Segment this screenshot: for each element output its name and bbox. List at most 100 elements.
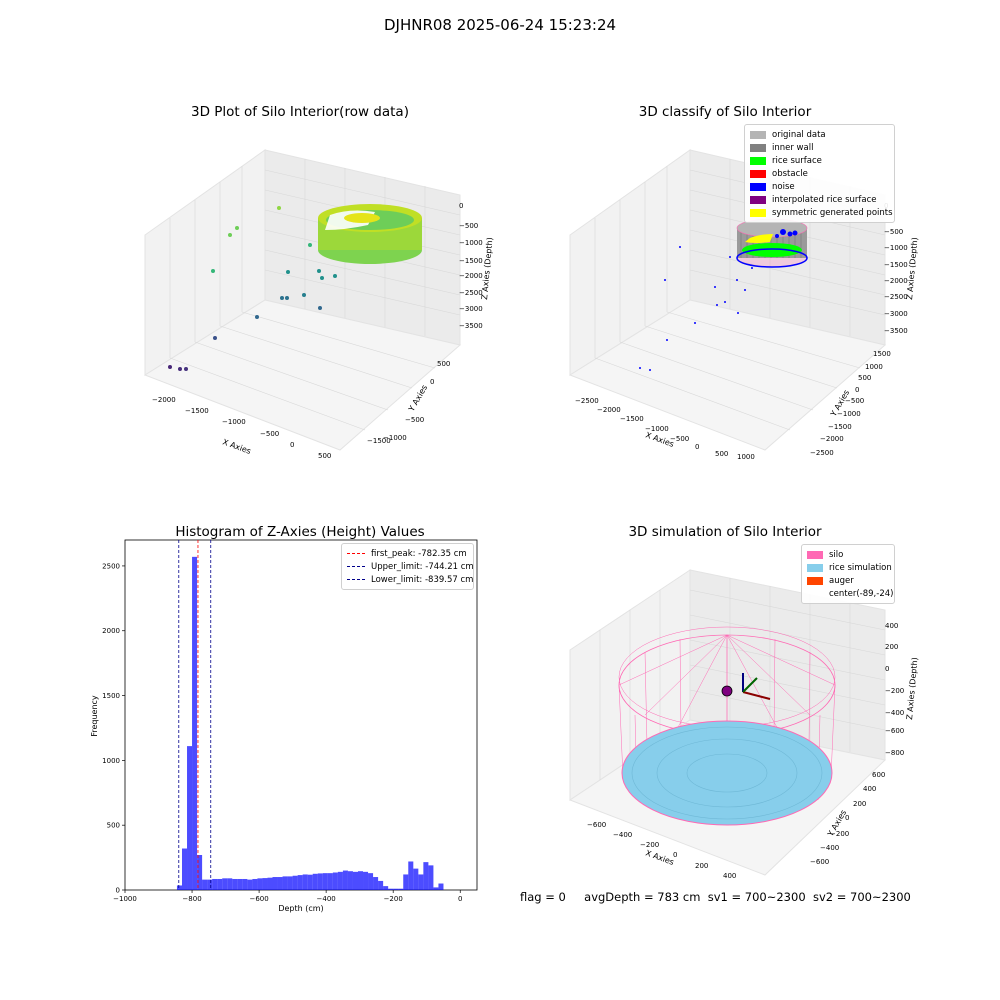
histogram-bar bbox=[347, 871, 353, 890]
status-sv2: sv2 = 700~2300 bbox=[812, 890, 911, 904]
histogram-bar bbox=[342, 870, 348, 890]
svg-text:−2500: −2500 bbox=[810, 449, 834, 457]
histogram-bar bbox=[222, 878, 228, 890]
histogram-legend: first_peak: -782.35 cm Upper_limit: -744… bbox=[341, 543, 474, 590]
histogram-bar bbox=[181, 848, 188, 890]
svg-text:500: 500 bbox=[318, 452, 331, 460]
histogram-bar bbox=[403, 874, 409, 890]
svg-text:−1000: −1000 bbox=[459, 239, 483, 247]
svg-text:−400: −400 bbox=[613, 831, 632, 839]
histogram-bar bbox=[282, 876, 288, 890]
histogram-bar bbox=[247, 879, 253, 890]
x-axis-label: Depth (cm) bbox=[278, 904, 323, 913]
histogram-bar bbox=[212, 878, 218, 890]
histogram-bar bbox=[378, 880, 384, 890]
simulation-3d-plot: −600 −400 −200 0 200 400 600 400 200 0 −200 −400… bbox=[568, 569, 919, 880]
histogram-bar bbox=[292, 875, 298, 890]
svg-text:200: 200 bbox=[885, 643, 898, 651]
svg-text:500: 500 bbox=[437, 360, 450, 368]
svg-text:−3000: −3000 bbox=[884, 310, 908, 318]
histogram-bar bbox=[187, 746, 193, 890]
x-tick-label: −800 bbox=[182, 895, 201, 903]
legend-entry-first-peak: first_peak: -782.35 cm bbox=[347, 547, 468, 560]
svg-text:−2000: −2000 bbox=[459, 272, 483, 280]
svg-text:0: 0 bbox=[885, 665, 889, 673]
histogram-bar bbox=[277, 877, 283, 890]
histogram-bar bbox=[232, 878, 238, 890]
svg-text:−1500: −1500 bbox=[620, 415, 644, 423]
classify-legend: original data inner wall rice surface ob… bbox=[744, 124, 895, 223]
histogram-chart: −1000 −800 −600 −400 −200 0 0 500 1000 1500 2000 2… bbox=[90, 539, 478, 913]
histogram-bar bbox=[176, 885, 182, 890]
svg-text:200: 200 bbox=[853, 800, 866, 808]
status-flag: flag = 0 bbox=[520, 890, 566, 904]
svg-text:500: 500 bbox=[715, 450, 728, 458]
y-tick-label: 0 bbox=[116, 887, 120, 895]
svg-text:−2000: −2000 bbox=[597, 406, 621, 414]
status-line: flag = 0 avgDepth = 783 cm sv1 = 700~230… bbox=[520, 890, 911, 904]
svg-text:−1000: −1000 bbox=[837, 410, 861, 418]
histogram-bar bbox=[207, 879, 213, 890]
histogram-bar bbox=[398, 888, 404, 890]
svg-text:−1500: −1500 bbox=[884, 261, 908, 269]
svg-text:−2000: −2000 bbox=[820, 435, 844, 443]
histogram-bar bbox=[197, 855, 203, 890]
svg-text:−1500: −1500 bbox=[185, 407, 209, 415]
y-tick-label: 500 bbox=[107, 822, 120, 830]
status-avg-depth: avgDepth = 783 cm bbox=[584, 890, 701, 904]
svg-text:400: 400 bbox=[723, 872, 736, 880]
legend-entry-original: original data bbox=[750, 128, 889, 141]
histogram-bar bbox=[373, 877, 379, 890]
x-tick-label: −200 bbox=[384, 895, 403, 903]
histogram-bar bbox=[352, 871, 358, 890]
y-tick-label: 2000 bbox=[102, 627, 120, 635]
svg-text:−1000: −1000 bbox=[222, 418, 246, 426]
svg-text:−500: −500 bbox=[670, 435, 689, 443]
svg-text:−3000: −3000 bbox=[459, 305, 483, 313]
svg-text:−1500: −1500 bbox=[828, 423, 852, 431]
svg-text:−500: −500 bbox=[884, 228, 903, 236]
svg-text:1000: 1000 bbox=[865, 363, 883, 371]
histogram-bar bbox=[262, 878, 268, 890]
histogram-bar bbox=[418, 874, 424, 890]
svg-text:−2500: −2500 bbox=[575, 397, 599, 405]
svg-text:−2000: −2000 bbox=[884, 277, 908, 285]
svg-text:−800: −800 bbox=[885, 749, 904, 757]
histogram-bar bbox=[393, 888, 399, 890]
y-tick-label: 1000 bbox=[102, 757, 120, 765]
svg-text:0: 0 bbox=[430, 378, 434, 386]
legend-entry-noise: noise bbox=[750, 180, 889, 193]
svg-text:0: 0 bbox=[290, 441, 294, 449]
x-axis-label: X Axies bbox=[221, 437, 252, 456]
legend-entry-rice-simulation: rice simulation bbox=[807, 561, 892, 574]
histogram-bar bbox=[413, 868, 419, 890]
svg-text:−3500: −3500 bbox=[459, 322, 483, 330]
histogram-bar bbox=[192, 556, 198, 890]
legend-entry-interpolated: interpolated rice surface bbox=[750, 193, 889, 206]
svg-text:−2000: −2000 bbox=[152, 396, 176, 404]
x-axis-label: X Axies bbox=[644, 430, 675, 449]
svg-text:0: 0 bbox=[845, 814, 849, 822]
histogram-bar bbox=[433, 887, 439, 890]
histogram-bar bbox=[287, 876, 293, 890]
svg-text:0: 0 bbox=[673, 851, 677, 859]
legend-entry-upper-limit: Upper_limit: -744.21 cm bbox=[347, 560, 474, 573]
legend-entry-auger: auger bbox=[807, 574, 889, 587]
histogram-bar bbox=[363, 871, 369, 890]
svg-text:−500: −500 bbox=[459, 222, 478, 230]
svg-text:−3500: −3500 bbox=[884, 327, 908, 335]
histogram-bar bbox=[307, 874, 313, 890]
legend-entry-lower-limit: Lower_limit: -839.57 cm bbox=[347, 573, 473, 586]
legend-entry-obstacle: obstacle bbox=[750, 167, 889, 180]
svg-text:−1500: −1500 bbox=[367, 437, 391, 445]
svg-text:−200: −200 bbox=[885, 687, 904, 695]
y-tick-label: 1500 bbox=[102, 692, 120, 700]
svg-text:−600: −600 bbox=[587, 821, 606, 829]
panel-title-histogram: Histogram of Z-Axies (Height) Values bbox=[175, 524, 425, 540]
legend-entry-symmetric: symmetric generated points bbox=[750, 206, 893, 219]
histogram-bar bbox=[252, 878, 258, 890]
y-axis-label: Frequency bbox=[90, 695, 99, 737]
histogram-bar bbox=[388, 888, 394, 890]
